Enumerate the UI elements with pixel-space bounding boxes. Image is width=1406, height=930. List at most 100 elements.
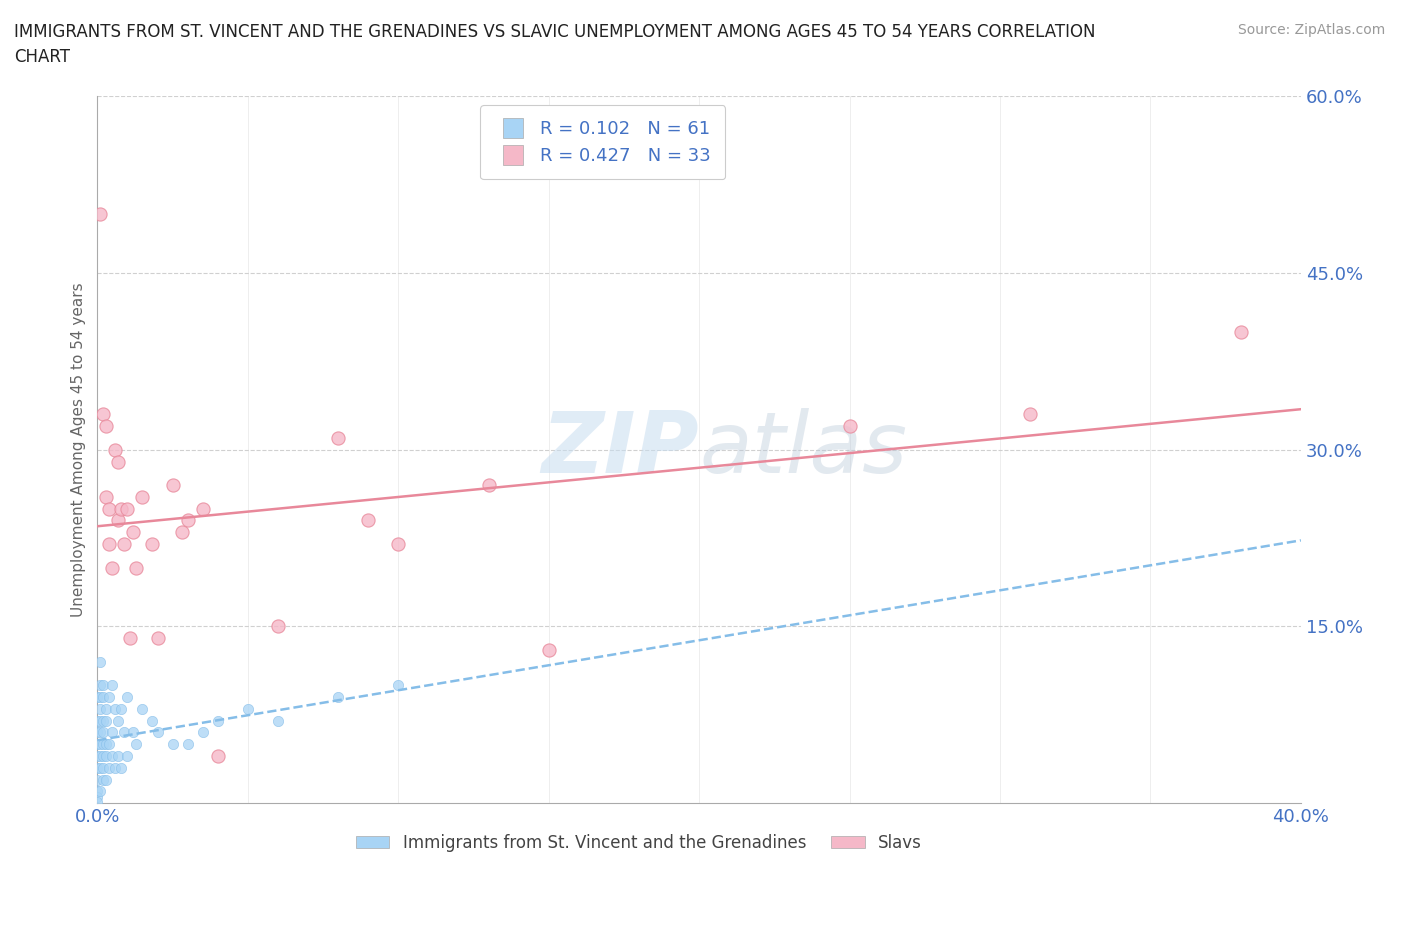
- Point: [86, 794, 108, 809]
- Point: [146, 631, 169, 645]
- Point: [96, 701, 118, 716]
- Point: [98, 537, 121, 551]
- Point: [207, 749, 229, 764]
- Point: [86, 784, 108, 799]
- Point: [110, 501, 132, 516]
- Point: [93, 407, 115, 422]
- Text: Source: ZipAtlas.com: Source: ZipAtlas.com: [1237, 23, 1385, 37]
- Point: [122, 525, 145, 539]
- Point: [326, 431, 349, 445]
- Point: [267, 713, 290, 728]
- Point: [101, 749, 124, 764]
- Point: [93, 678, 115, 693]
- Point: [131, 701, 153, 716]
- Point: [104, 761, 127, 776]
- Point: [1229, 325, 1251, 339]
- Point: [98, 690, 121, 705]
- Point: [191, 725, 214, 740]
- Point: [89, 784, 111, 799]
- Point: [98, 501, 121, 516]
- Point: [537, 643, 560, 658]
- Point: [86, 790, 108, 804]
- Point: [326, 690, 349, 705]
- Point: [93, 749, 115, 764]
- Point: [125, 560, 148, 575]
- Point: [838, 418, 860, 433]
- Point: [176, 737, 198, 751]
- Point: [131, 489, 153, 504]
- Point: [89, 761, 111, 776]
- Point: [141, 713, 163, 728]
- Point: [1019, 407, 1042, 422]
- Point: [117, 690, 139, 705]
- Point: [96, 749, 118, 764]
- Point: [89, 206, 111, 221]
- Point: [107, 454, 129, 469]
- Point: [89, 655, 111, 670]
- Point: [93, 772, 115, 787]
- Point: [141, 537, 163, 551]
- Point: [207, 713, 229, 728]
- Point: [93, 737, 115, 751]
- Point: [96, 772, 118, 787]
- Point: [125, 737, 148, 751]
- Point: [236, 701, 259, 716]
- Point: [86, 725, 108, 740]
- Text: CHART: CHART: [14, 48, 70, 66]
- Point: [477, 478, 499, 493]
- Point: [104, 701, 127, 716]
- Point: [93, 725, 115, 740]
- Point: [191, 501, 214, 516]
- Point: [86, 749, 108, 764]
- Point: [162, 737, 184, 751]
- Point: [93, 690, 115, 705]
- Point: [110, 701, 132, 716]
- Point: [96, 713, 118, 728]
- Point: [89, 690, 111, 705]
- Point: [176, 513, 198, 528]
- Point: [89, 737, 111, 751]
- Point: [89, 725, 111, 740]
- Point: [96, 737, 118, 751]
- Point: [107, 713, 129, 728]
- Point: [104, 443, 127, 458]
- Point: [89, 701, 111, 716]
- Point: [98, 761, 121, 776]
- Point: [101, 725, 124, 740]
- Point: [120, 631, 142, 645]
- Point: [170, 525, 193, 539]
- Text: IMMIGRANTS FROM ST. VINCENT AND THE GRENADINES VS SLAVIC UNEMPLOYMENT AMONG AGES: IMMIGRANTS FROM ST. VINCENT AND THE GREN…: [14, 23, 1095, 41]
- Point: [89, 713, 111, 728]
- Point: [110, 761, 132, 776]
- Point: [117, 749, 139, 764]
- Point: [89, 678, 111, 693]
- Point: [96, 489, 118, 504]
- Point: [86, 737, 108, 751]
- Point: [86, 772, 108, 787]
- Point: [86, 713, 108, 728]
- Point: [98, 737, 121, 751]
- Point: [89, 749, 111, 764]
- Point: [117, 501, 139, 516]
- Point: [387, 537, 409, 551]
- Point: [93, 761, 115, 776]
- Y-axis label: Unemployment Among Ages 45 to 54 years: Unemployment Among Ages 45 to 54 years: [72, 283, 86, 617]
- Point: [86, 690, 108, 705]
- Point: [267, 619, 290, 634]
- Text: ZIP: ZIP: [541, 408, 699, 491]
- Point: [107, 513, 129, 528]
- Point: [86, 761, 108, 776]
- Point: [101, 678, 124, 693]
- Point: [107, 749, 129, 764]
- Point: [387, 678, 409, 693]
- Point: [122, 725, 145, 740]
- Point: [112, 725, 135, 740]
- Point: [162, 478, 184, 493]
- Point: [146, 725, 169, 740]
- Legend: Immigrants from St. Vincent and the Grenadines, Slavs: Immigrants from St. Vincent and the Gren…: [350, 827, 928, 858]
- Point: [93, 713, 115, 728]
- Point: [112, 537, 135, 551]
- Point: [101, 560, 124, 575]
- Point: [357, 513, 380, 528]
- Point: [96, 418, 118, 433]
